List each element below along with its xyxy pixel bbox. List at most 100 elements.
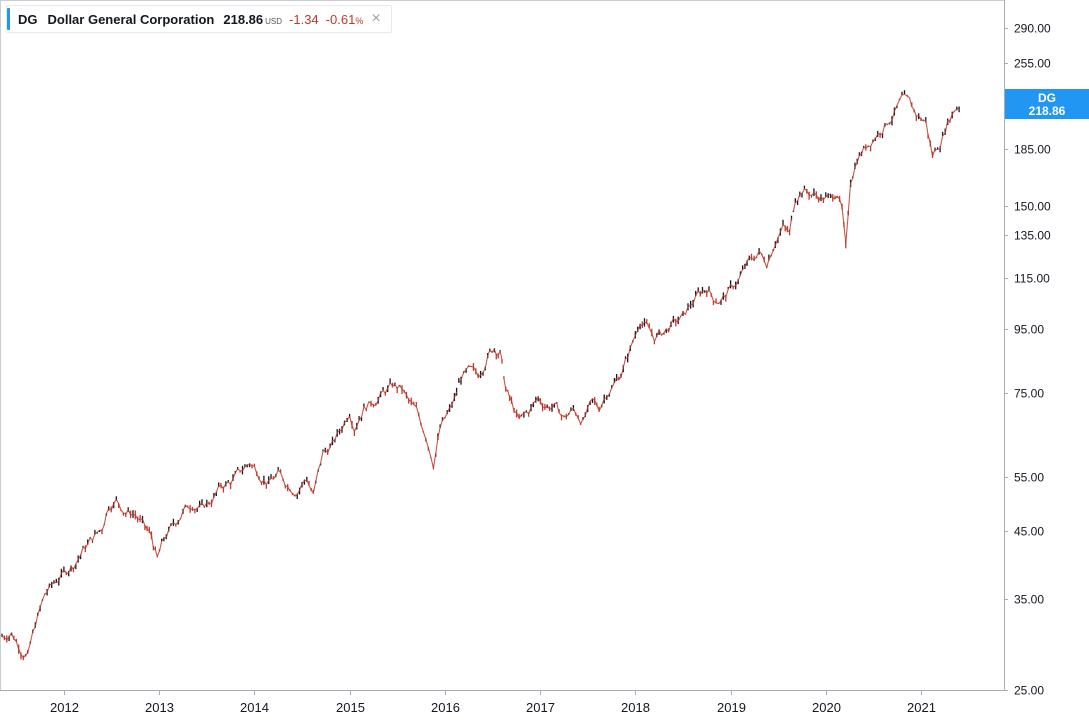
price-segment [344,419,348,423]
y-tick-label: 185.00 [1014,143,1051,157]
price-segment [80,547,84,556]
price-segment [931,149,936,157]
price-segment [68,566,72,574]
price-segment [608,387,613,395]
price-segment [533,400,537,404]
price-segment [296,489,301,496]
price-segment [551,403,555,409]
price-segment [280,472,284,480]
legend-price: 218.86 [223,11,264,27]
price-tag-symbol: DG [1038,91,1056,105]
time-axis[interactable]: 2012 2013 2014 2015 2016 2017 2018 2019 2020 2021 [50,690,936,715]
price-segment [134,514,139,520]
price-segment [865,145,869,149]
price-segment [618,376,622,380]
price-segment [568,409,572,415]
x-tick-label: 2018 [621,700,650,715]
price-segment [834,195,838,200]
price-segment [415,406,420,415]
price-segment [845,214,849,244]
price-segment [951,110,955,115]
price-segment [596,405,600,412]
price-segment [125,509,129,515]
price-segment [41,593,46,600]
price-segment [427,447,432,458]
price-segment [453,391,458,398]
price-segment [843,224,847,244]
legend-change-percent: -0.61% [326,12,364,27]
price-segment [170,522,174,525]
price-segment [44,591,48,595]
price-segment [715,302,719,305]
price-segment [360,406,365,418]
price-segment [306,479,310,486]
x-tick-label: 2014 [240,700,269,715]
price-segment [690,303,694,306]
price-segment [822,196,827,201]
price-segment [632,335,636,342]
price-segment [830,194,834,199]
price-segment [651,333,655,342]
price-segment [206,501,210,504]
price-segment [244,464,248,468]
price-segment [268,478,272,481]
price-segment [196,504,201,510]
price-segment [847,183,852,215]
price-segment [120,509,124,514]
price-segment [725,289,729,298]
price-segment [101,524,105,531]
price-segment [422,431,427,440]
price-segment [430,457,434,468]
price-segment [225,481,229,485]
legend-symbol: DG [18,11,38,27]
price-segment [920,119,924,122]
price-segment [351,425,355,432]
price-segment [606,394,610,398]
price-segment [341,422,346,431]
x-tick-label: 2016 [431,700,460,715]
price-segment [32,626,36,632]
price-segment [860,146,865,155]
price-segment [708,289,712,295]
price-segment [253,466,258,474]
price-segment [439,419,444,428]
price-segment [353,426,358,432]
price-segment [449,404,453,408]
price-axis[interactable]: 290.00 255.00 185.00 150.00 135.00 115.00 95.0… [1004,22,1051,698]
price-segment [646,322,650,329]
price-segment [247,463,250,466]
price-segment [653,335,658,342]
x-tick-label: 2013 [145,700,174,715]
price-segment [148,530,153,536]
price-segment [320,450,324,464]
price-segment [482,367,486,373]
close-icon[interactable]: × [371,10,381,27]
price-segment [220,485,224,489]
price-segment [868,145,871,148]
price-segment [408,399,412,403]
price-segment [327,446,331,454]
price-segment [468,365,472,368]
price-segment [173,522,177,525]
price-segment [598,405,603,412]
y-tick-label: 35.00 [1014,593,1044,607]
price-segment [795,200,798,203]
price-segment [513,411,517,414]
price-segment [405,394,410,400]
legend-percent-symbol: % [355,15,364,26]
price-segment [510,400,515,412]
price-segment [881,123,886,134]
price-segment [942,132,946,137]
price-segment [580,418,584,425]
price-segment [103,513,107,526]
price-segment [384,388,389,394]
price-segment [763,260,768,268]
price-segment [63,569,67,574]
price-segment [317,463,322,470]
price-segment [432,453,437,468]
price-segment [315,469,319,482]
price-segment [477,374,481,378]
symbol-legend[interactable]: DG Dollar General Corporation 218.86 USD… [6,5,392,33]
price-segment [234,468,239,474]
